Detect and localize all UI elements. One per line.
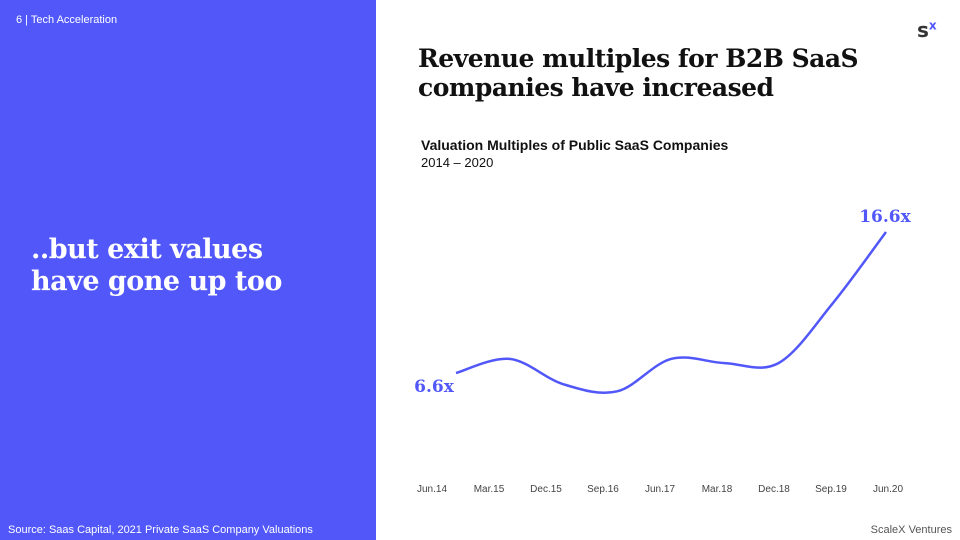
x-tick-label: Dec.18 (758, 484, 790, 495)
x-tick-label: Mar.18 (702, 484, 733, 495)
x-tick-label: Sep.16 (587, 484, 619, 495)
x-tick-label: Dec.15 (530, 484, 562, 495)
data-label: 6.6x (414, 377, 455, 397)
x-tick-label: Jun.17 (645, 484, 675, 495)
chart-title: Valuation Multiples of Public SaaS Compa… (421, 137, 729, 153)
series-line (455, 231, 888, 395)
scalex-logo: sx (917, 18, 937, 42)
lead-text: ..but exit values have gone up too (31, 234, 282, 297)
chart-subtitle: 2014 – 2020 (421, 155, 494, 170)
footer-brand: ScaleX Ventures (870, 524, 952, 536)
x-tick-label: Jun.20 (873, 484, 903, 495)
x-tick-label: Mar.15 (474, 484, 505, 495)
page-title: Revenue multiples for B2B SaaS companies… (418, 44, 859, 102)
left-panel: 6 | Tech Acceleration ..but exit values … (0, 0, 376, 540)
breadcrumb: 6 | Tech Acceleration (16, 14, 118, 26)
x-tick-label: Sep.19 (815, 484, 847, 495)
data-label: 16.6x (859, 207, 911, 227)
source-note: Source: Saas Capital, 2021 Private SaaS … (8, 524, 313, 536)
x-tick-label: Jun.14 (417, 484, 447, 495)
